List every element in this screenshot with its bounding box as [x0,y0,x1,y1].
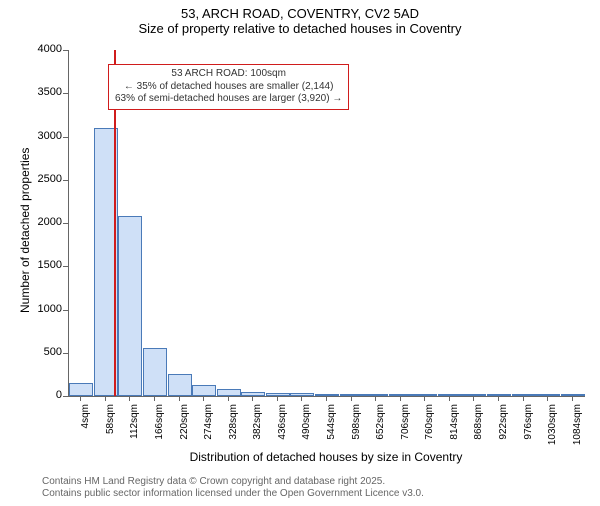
x-tick-mark [498,396,499,401]
histogram-bar [118,216,142,396]
x-tick-mark [105,396,106,401]
histogram-bar [241,392,265,396]
x-tick-mark [252,396,253,401]
x-tick-mark [301,396,302,401]
x-tick-mark [351,396,352,401]
x-tick-label: 490sqm [301,404,312,454]
x-tick-mark [228,396,229,401]
histogram-bar [536,394,560,396]
y-tick-mark [63,93,68,94]
x-tick-mark [203,396,204,401]
x-tick-label: 436sqm [277,404,288,454]
annotation-box: 53 ARCH ROAD: 100sqm ← 35% of detached h… [108,64,349,110]
x-tick-label: 112sqm [129,404,140,454]
x-tick-mark [473,396,474,401]
footnote: Contains HM Land Registry data © Crown c… [42,476,424,500]
histogram-bar [512,394,536,396]
histogram-bar [290,393,314,396]
x-tick-label: 4sqm [80,404,91,454]
x-tick-label: 1084sqm [572,404,583,454]
histogram-bar [561,394,585,396]
x-tick-label: 58sqm [105,404,116,454]
x-tick-label: 868sqm [473,404,484,454]
x-tick-mark [326,396,327,401]
x-tick-mark [400,396,401,401]
x-tick-mark [523,396,524,401]
histogram-bar [217,389,241,396]
y-tick-label: 500 [22,346,62,358]
x-tick-mark [179,396,180,401]
x-tick-label: 328sqm [228,404,239,454]
histogram-bar [364,394,388,396]
x-tick-mark [80,396,81,401]
x-tick-label: 760sqm [424,404,435,454]
x-tick-mark [129,396,130,401]
histogram-bar [69,383,93,396]
x-tick-label: 274sqm [203,404,214,454]
y-tick-label: 1500 [22,259,62,271]
footnote-line-1: Contains HM Land Registry data © Crown c… [42,476,424,488]
histogram-bar [266,393,290,396]
x-tick-mark [449,396,450,401]
y-tick-label: 0 [22,389,62,401]
y-tick-mark [63,137,68,138]
chart-subtitle: Size of property relative to detached ho… [0,21,600,36]
chart-title: 53, ARCH ROAD, COVENTRY, CV2 5AD [0,6,600,21]
histogram-bar [168,374,192,396]
y-tick-label: 1000 [22,303,62,315]
y-tick-mark [63,353,68,354]
y-tick-mark [63,223,68,224]
histogram-bar [315,394,339,396]
x-tick-mark [572,396,573,401]
y-tick-mark [63,310,68,311]
histogram-bar [413,394,437,396]
histogram-bar [389,394,413,396]
x-tick-mark [424,396,425,401]
histogram-bar [462,394,486,396]
x-tick-mark [547,396,548,401]
y-tick-label: 2000 [22,216,62,228]
histogram-bar [340,394,364,396]
x-tick-label: 544sqm [326,404,337,454]
y-tick-mark [63,266,68,267]
x-tick-label: 382sqm [252,404,263,454]
y-tick-mark [63,180,68,181]
x-tick-label: 814sqm [449,404,460,454]
x-tick-label: 166sqm [154,404,165,454]
x-tick-mark [154,396,155,401]
y-tick-label: 4000 [22,43,62,55]
y-tick-mark [63,396,68,397]
x-tick-label: 652sqm [375,404,386,454]
x-tick-mark [375,396,376,401]
annotation-line-2: ← 35% of detached houses are smaller (2,… [115,81,342,94]
footnote-line-2: Contains public sector information licen… [42,488,424,500]
x-tick-label: 598sqm [351,404,362,454]
x-tick-label: 922sqm [498,404,509,454]
histogram-bar [192,385,216,396]
y-tick-label: 3000 [22,130,62,142]
y-tick-label: 2500 [22,173,62,185]
annotation-line-3: 63% of semi-detached houses are larger (… [115,93,342,106]
x-tick-label: 706sqm [400,404,411,454]
y-tick-mark [63,50,68,51]
histogram-bar [438,394,462,396]
x-tick-label: 976sqm [523,404,534,454]
x-tick-mark [277,396,278,401]
x-tick-label: 1030sqm [547,404,558,454]
annotation-line-1: 53 ARCH ROAD: 100sqm [115,68,342,81]
y-tick-label: 3500 [22,86,62,98]
histogram-bar [487,394,511,396]
x-tick-label: 220sqm [179,404,190,454]
histogram-bar [143,348,167,396]
